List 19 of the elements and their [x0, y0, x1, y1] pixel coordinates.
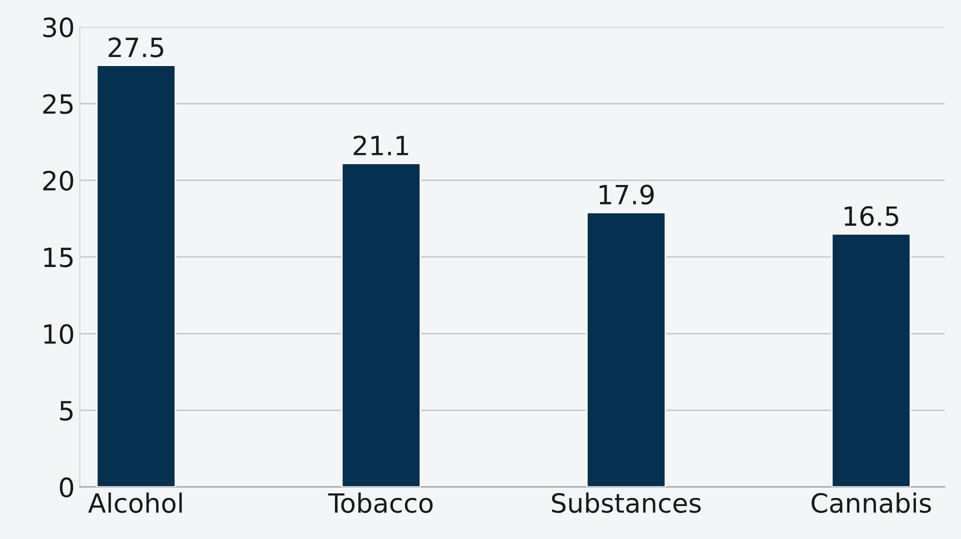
y-tick-label: 5	[60, 401, 73, 421]
data-label: 21.1	[354, 136, 408, 156]
y-tick-label: 20	[43, 170, 74, 191]
data-label: 16.5	[844, 206, 898, 226]
x-tick-label: Cannabis	[812, 492, 931, 513]
bar	[831, 233, 912, 487]
bar	[96, 64, 176, 487]
data-label: 17.9	[600, 184, 654, 205]
y-tick-label: 15	[44, 248, 73, 268]
data-label: 27.5	[108, 37, 164, 58]
x-tick-label: Tobacco	[328, 492, 433, 513]
y-tick-label: 25	[43, 94, 73, 114]
y-tick-label: 0	[60, 477, 74, 498]
x-tick-label: Alcohol	[88, 492, 182, 513]
x-tick-label: Substances	[552, 492, 701, 513]
bar	[586, 212, 666, 487]
y-tick-label: 30	[43, 17, 74, 38]
y-tick-label: 10	[44, 324, 74, 344]
bar	[341, 162, 422, 487]
